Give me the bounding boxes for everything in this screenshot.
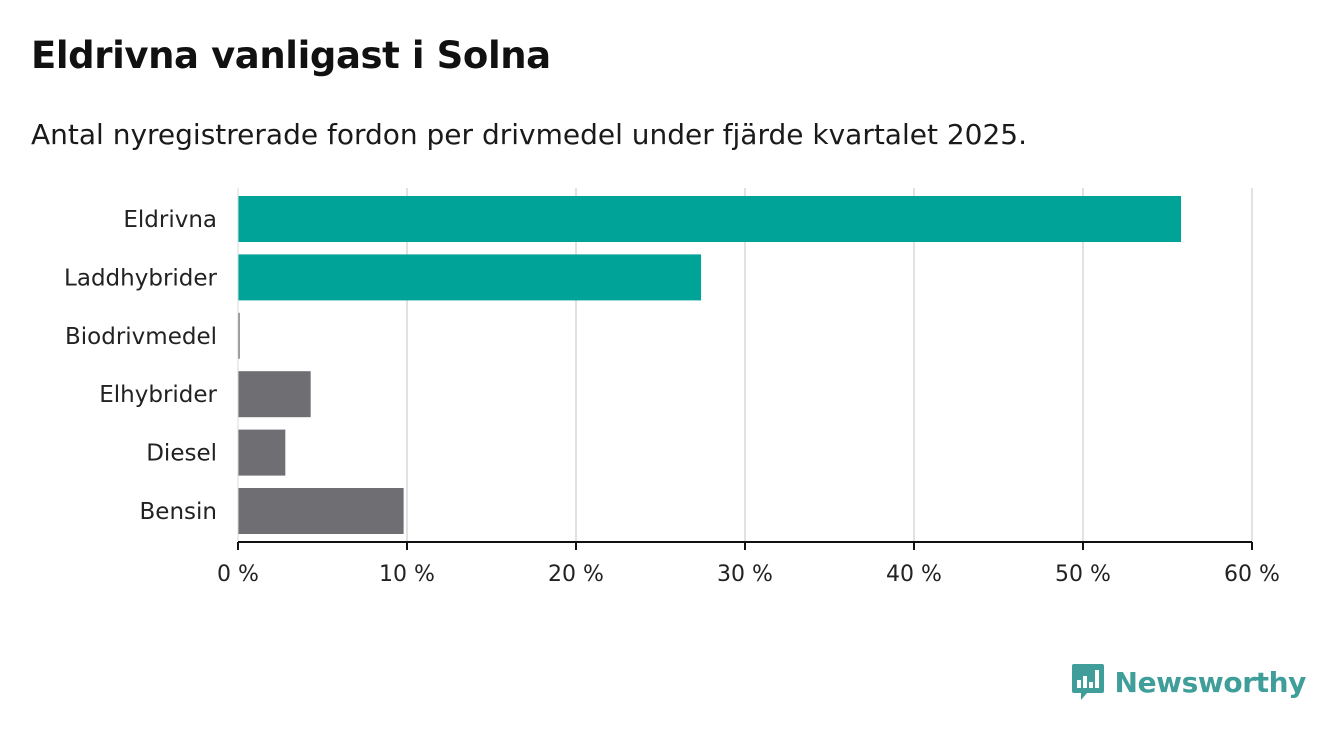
- bar-chart: 0 % 10 % 20 % 30 % 40 % 50 % 60 % Eldrivna Ladd…: [64, 188, 1280, 587]
- x-tick-label-10: 10 %: [379, 562, 435, 587]
- bar-laddhybrider: [238, 254, 702, 301]
- x-tick-label-0: 0 %: [217, 562, 259, 587]
- bars: [238, 196, 1182, 534]
- x-tick-label-20: 20 %: [548, 562, 604, 587]
- x-tick-label-40: 40 %: [886, 562, 942, 587]
- bar-bensin: [238, 488, 404, 534]
- newsworthy-logo: Newsworthy: [1071, 663, 1306, 701]
- x-tick-label-30: 30 %: [717, 562, 773, 587]
- x-tick-label-50: 50 %: [1055, 562, 1111, 587]
- newsworthy-logo-text: Newsworthy: [1114, 665, 1307, 699]
- category-labels: Eldrivna Laddhybrider Biodrivmedel Elhybrid…: [64, 207, 217, 525]
- bar-biodrivmedel: [238, 312, 240, 359]
- bar-elhybrider: [238, 371, 311, 418]
- bar-diesel: [238, 429, 286, 476]
- x-tick-label-60: 60 %: [1224, 562, 1280, 587]
- category-label-elhybrider: Elhybrider: [99, 382, 217, 408]
- category-label-biodrivmedel: Biodrivmedel: [65, 324, 217, 350]
- x-axis: 0 % 10 % 20 % 30 % 40 % 50 % 60 %: [217, 188, 1280, 587]
- category-label-laddhybrider: Laddhybrider: [64, 265, 217, 291]
- category-label-eldrivna: Eldrivna: [123, 207, 217, 233]
- bar-eldrivna: [238, 196, 1182, 242]
- newsworthy-logo-icon: [1071, 664, 1104, 700]
- category-label-bensin: Bensin: [140, 499, 217, 525]
- chart-title: Eldrivna vanligast i Solna: [31, 34, 551, 77]
- gridlines: [406, 188, 1253, 542]
- chart-subtitle: Antal nyregistrerade fordon per drivmede…: [31, 118, 1028, 151]
- category-label-diesel: Diesel: [146, 441, 217, 467]
